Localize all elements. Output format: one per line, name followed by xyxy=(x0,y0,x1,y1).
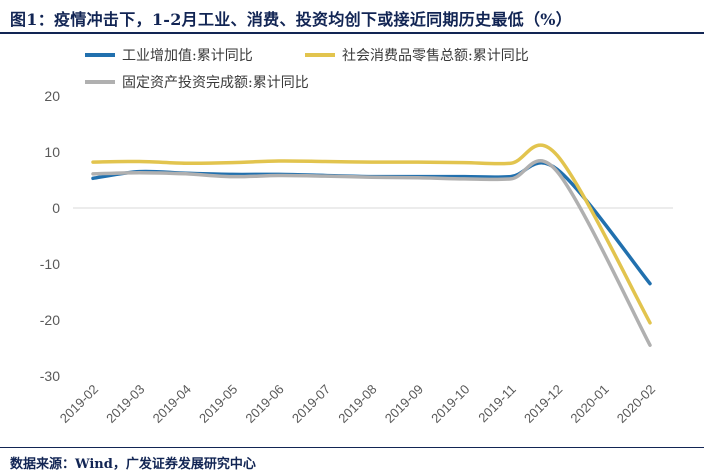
x-tick-label: 2019-05 xyxy=(196,382,240,426)
x-tick-label: 2020-01 xyxy=(567,382,611,426)
x-tick-label: 2019-08 xyxy=(335,382,379,426)
footer-divider xyxy=(0,447,704,448)
y-tick-label: 10 xyxy=(44,144,60,160)
x-tick-label: 2020-02 xyxy=(614,382,658,426)
y-tick-label: 20 xyxy=(44,88,60,104)
legend-line-swatch-gray xyxy=(85,80,115,84)
y-tick-label: -20 xyxy=(40,312,60,328)
legend-item-fixed-asset-investment: 固定资产投资完成额:累计同比 xyxy=(85,73,309,91)
y-tick-label: 0 xyxy=(52,200,60,216)
legend-line-swatch-blue xyxy=(85,53,115,57)
y-tick-label: -10 xyxy=(40,256,60,272)
x-tick-label: 2019-12 xyxy=(521,382,565,426)
series-line-1 xyxy=(91,143,652,325)
x-tick-label: 2019-02 xyxy=(57,382,101,426)
data-source: 数据来源：Wind，广发证券发展研究中心 xyxy=(10,457,256,472)
legend-label: 社会消费品零售总额:累计同比 xyxy=(342,48,529,64)
x-tick-label: 2019-11 xyxy=(475,382,519,426)
x-tick-label: 2019-09 xyxy=(382,382,426,426)
legend-item-industrial-output: 工业增加值:累计同比 xyxy=(85,46,253,64)
y-tick-label: -30 xyxy=(40,368,60,384)
x-tick-label: 2019-06 xyxy=(242,382,286,426)
figure-title: 图1：疫情冲击下，1-2月工业、消费、投资均创下或接近同期历史最低（%） xyxy=(10,10,573,29)
legend-line-swatch-yellow xyxy=(305,53,335,57)
x-tick-label: 2019-07 xyxy=(289,382,333,426)
legend-item-retail-sales: 社会消费品零售总额:累计同比 xyxy=(305,46,529,64)
legend-label: 固定资产投资完成额:累计同比 xyxy=(122,75,309,91)
chart-legend: 工业增加值:累计同比 社会消费品零售总额:累计同比 固定资产投资完成额:累计同比 xyxy=(85,46,685,100)
series-line-0 xyxy=(91,161,652,286)
x-tick-label: 2019-04 xyxy=(150,382,194,426)
series-line-2 xyxy=(91,159,652,347)
x-tick-label: 2019-10 xyxy=(428,382,472,426)
title-divider xyxy=(0,32,704,34)
x-tick-label: 2019-03 xyxy=(103,382,147,426)
legend-label: 工业增加值:累计同比 xyxy=(122,48,253,64)
